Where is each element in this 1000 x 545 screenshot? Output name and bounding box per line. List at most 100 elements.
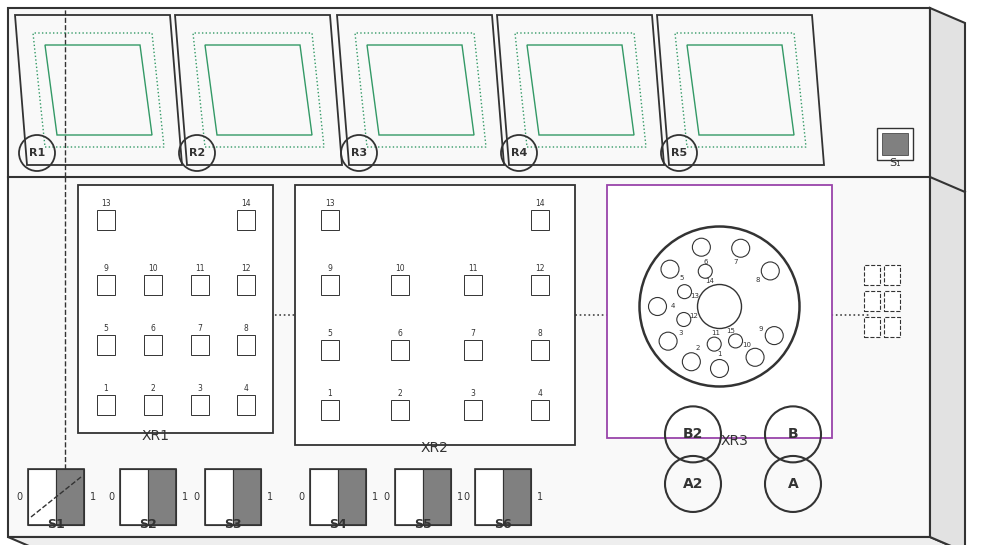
Text: 5: 5 xyxy=(680,275,684,281)
Circle shape xyxy=(707,337,721,351)
FancyBboxPatch shape xyxy=(882,133,908,155)
Text: R4: R4 xyxy=(511,148,527,158)
Circle shape xyxy=(729,334,743,348)
Text: 2: 2 xyxy=(398,389,402,398)
Text: 8: 8 xyxy=(756,276,760,282)
Text: 1: 1 xyxy=(457,492,463,502)
Text: 10: 10 xyxy=(742,342,751,348)
Text: 14: 14 xyxy=(241,199,251,208)
Circle shape xyxy=(732,239,750,257)
Text: 3: 3 xyxy=(471,389,475,398)
Text: 1: 1 xyxy=(90,492,96,502)
Text: 4: 4 xyxy=(670,304,675,310)
Text: 6: 6 xyxy=(704,258,708,264)
Text: 0: 0 xyxy=(298,492,304,502)
Text: 11: 11 xyxy=(711,330,720,336)
FancyBboxPatch shape xyxy=(233,469,261,525)
FancyBboxPatch shape xyxy=(237,335,255,355)
FancyBboxPatch shape xyxy=(191,395,209,415)
Text: 13: 13 xyxy=(325,199,335,208)
Text: B2: B2 xyxy=(683,427,703,441)
Text: A: A xyxy=(788,477,798,491)
FancyBboxPatch shape xyxy=(148,469,176,525)
FancyBboxPatch shape xyxy=(531,275,549,295)
Text: 3: 3 xyxy=(678,330,683,336)
Circle shape xyxy=(648,298,666,316)
Text: 4: 4 xyxy=(244,384,248,393)
FancyBboxPatch shape xyxy=(97,395,115,415)
FancyBboxPatch shape xyxy=(321,275,339,295)
FancyBboxPatch shape xyxy=(864,317,880,337)
Circle shape xyxy=(678,284,692,299)
FancyBboxPatch shape xyxy=(531,400,549,420)
FancyBboxPatch shape xyxy=(475,469,503,525)
FancyBboxPatch shape xyxy=(237,395,255,415)
FancyBboxPatch shape xyxy=(295,185,575,445)
FancyBboxPatch shape xyxy=(144,275,162,295)
Text: S6: S6 xyxy=(494,518,512,531)
FancyBboxPatch shape xyxy=(191,335,209,355)
FancyBboxPatch shape xyxy=(310,469,338,525)
FancyBboxPatch shape xyxy=(531,210,549,230)
Text: 7: 7 xyxy=(471,329,475,338)
Text: S₁: S₁ xyxy=(889,158,901,168)
FancyBboxPatch shape xyxy=(464,340,482,360)
FancyBboxPatch shape xyxy=(464,400,482,420)
Circle shape xyxy=(710,360,728,378)
FancyBboxPatch shape xyxy=(464,275,482,295)
FancyBboxPatch shape xyxy=(423,469,451,525)
FancyBboxPatch shape xyxy=(97,335,115,355)
Circle shape xyxy=(765,326,783,344)
Text: R5: R5 xyxy=(671,148,687,158)
Text: 0: 0 xyxy=(193,492,199,502)
FancyBboxPatch shape xyxy=(144,335,162,355)
Text: S2: S2 xyxy=(139,518,157,531)
Circle shape xyxy=(659,332,677,350)
Text: A2: A2 xyxy=(683,477,703,491)
Circle shape xyxy=(761,262,779,280)
Text: 8: 8 xyxy=(538,329,542,338)
Text: 10: 10 xyxy=(148,264,158,273)
Text: 4: 4 xyxy=(538,389,542,398)
Text: 1: 1 xyxy=(182,492,188,502)
FancyBboxPatch shape xyxy=(877,128,913,160)
Text: 5: 5 xyxy=(328,329,332,338)
Text: 1: 1 xyxy=(267,492,273,502)
FancyBboxPatch shape xyxy=(607,185,832,438)
Text: 11: 11 xyxy=(195,264,205,273)
FancyBboxPatch shape xyxy=(78,185,273,433)
FancyBboxPatch shape xyxy=(391,275,409,295)
Text: 9: 9 xyxy=(759,325,763,331)
Text: 10: 10 xyxy=(395,264,405,273)
FancyBboxPatch shape xyxy=(503,469,531,525)
Text: 14: 14 xyxy=(535,199,545,208)
Text: S5: S5 xyxy=(414,518,432,531)
FancyBboxPatch shape xyxy=(864,265,880,285)
Text: 0: 0 xyxy=(108,492,114,502)
Text: XR2: XR2 xyxy=(421,441,449,455)
Text: 1: 1 xyxy=(537,492,543,502)
Circle shape xyxy=(692,238,710,256)
Polygon shape xyxy=(930,8,965,545)
Text: S3: S3 xyxy=(224,518,242,531)
Text: 5: 5 xyxy=(104,324,108,333)
Text: 11: 11 xyxy=(468,264,478,273)
Text: 12: 12 xyxy=(241,264,251,273)
Circle shape xyxy=(746,348,764,366)
FancyBboxPatch shape xyxy=(321,210,339,230)
FancyBboxPatch shape xyxy=(391,400,409,420)
Text: 1: 1 xyxy=(104,384,108,393)
Circle shape xyxy=(682,353,700,371)
Text: 9: 9 xyxy=(328,264,332,273)
Circle shape xyxy=(661,260,679,278)
FancyBboxPatch shape xyxy=(321,340,339,360)
Text: 2: 2 xyxy=(696,346,700,352)
Text: R1: R1 xyxy=(29,148,45,158)
Text: 7: 7 xyxy=(198,324,202,333)
Text: 0: 0 xyxy=(16,492,22,502)
FancyBboxPatch shape xyxy=(237,210,255,230)
Text: 12: 12 xyxy=(690,313,699,319)
Text: 1: 1 xyxy=(717,350,722,356)
FancyBboxPatch shape xyxy=(144,395,162,415)
FancyBboxPatch shape xyxy=(28,469,56,525)
